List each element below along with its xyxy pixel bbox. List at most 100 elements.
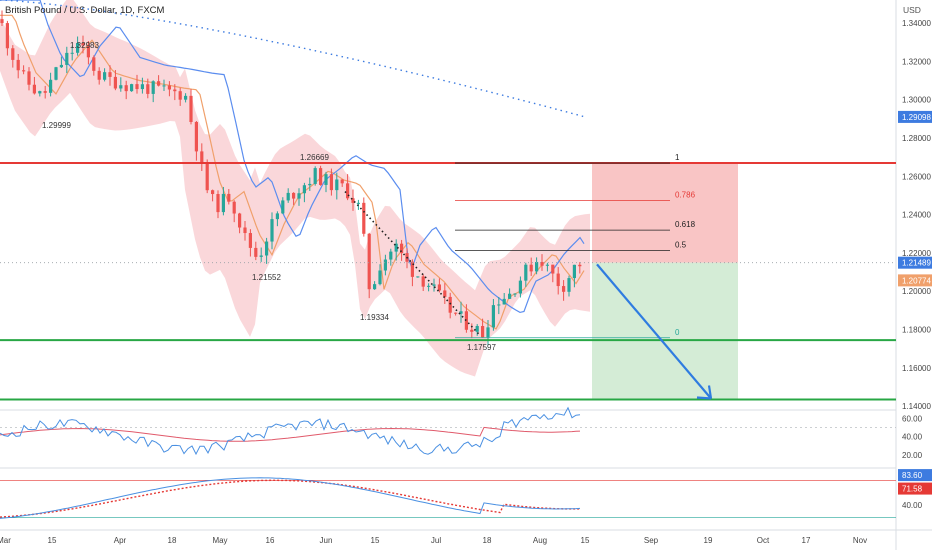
candle[interactable] — [211, 189, 215, 202]
candle[interactable] — [254, 241, 258, 261]
candle[interactable] — [194, 121, 198, 161]
candle[interactable] — [340, 179, 344, 187]
candle[interactable] — [308, 177, 312, 191]
candle[interactable] — [130, 83, 134, 92]
candle[interactable] — [92, 55, 96, 76]
candle[interactable] — [297, 188, 301, 206]
candle[interactable] — [146, 78, 150, 99]
candle[interactable] — [157, 75, 161, 87]
candle[interactable] — [119, 77, 123, 92]
candle[interactable] — [281, 197, 285, 215]
candle[interactable] — [410, 259, 414, 287]
candle[interactable] — [140, 77, 144, 94]
candle[interactable] — [97, 67, 101, 85]
candle[interactable] — [518, 276, 522, 298]
candle[interactable] — [173, 84, 177, 101]
candle[interactable] — [76, 36, 80, 56]
candle[interactable] — [497, 296, 501, 315]
candle[interactable] — [216, 190, 220, 219]
candle[interactable] — [265, 237, 269, 264]
candle[interactable] — [443, 283, 447, 304]
candle[interactable] — [113, 70, 117, 91]
candle[interactable] — [135, 74, 139, 94]
candle[interactable] — [567, 275, 571, 297]
candle[interactable] — [32, 76, 36, 95]
candle[interactable] — [11, 45, 15, 68]
candle[interactable] — [270, 212, 274, 250]
candle[interactable] — [551, 264, 555, 283]
candle[interactable] — [292, 192, 296, 206]
candle[interactable] — [421, 274, 425, 292]
candle[interactable] — [49, 72, 53, 97]
candle[interactable] — [178, 87, 182, 106]
candle[interactable] — [22, 65, 26, 75]
candle[interactable] — [459, 301, 463, 323]
candle[interactable] — [313, 166, 317, 186]
candle[interactable] — [151, 80, 155, 103]
candle[interactable] — [535, 257, 539, 275]
candle[interactable] — [556, 267, 560, 295]
candle[interactable] — [335, 172, 339, 200]
candle[interactable] — [248, 229, 252, 257]
candle[interactable] — [200, 143, 204, 171]
candle[interactable] — [545, 262, 549, 272]
candle[interactable] — [362, 197, 366, 237]
candle[interactable] — [383, 254, 387, 276]
candle[interactable] — [448, 292, 452, 319]
candle[interactable] — [481, 318, 485, 338]
candle[interactable] — [400, 239, 404, 261]
candle[interactable] — [65, 46, 69, 74]
candle[interactable] — [275, 211, 279, 227]
candle[interactable] — [243, 220, 247, 241]
candle[interactable] — [238, 212, 242, 234]
candle[interactable] — [367, 232, 371, 299]
candle[interactable] — [124, 80, 128, 100]
candle[interactable] — [513, 293, 517, 297]
candle[interactable] — [54, 66, 58, 81]
candle[interactable] — [491, 298, 495, 331]
candle[interactable] — [416, 276, 420, 278]
candle[interactable] — [319, 165, 323, 186]
candle[interactable] — [286, 188, 290, 203]
candle[interactable] — [302, 182, 306, 203]
candle[interactable] — [189, 88, 193, 125]
candle[interactable] — [432, 278, 436, 292]
candle[interactable] — [529, 257, 533, 276]
candle[interactable] — [81, 35, 85, 54]
candle[interactable] — [540, 254, 544, 271]
candle[interactable] — [486, 319, 490, 346]
candle[interactable] — [346, 174, 350, 201]
candle[interactable] — [27, 67, 31, 91]
candle[interactable] — [389, 248, 393, 266]
candle[interactable] — [0, 10, 4, 26]
candle[interactable] — [221, 186, 225, 216]
candle[interactable] — [5, 20, 9, 56]
candle[interactable] — [437, 278, 441, 293]
candle[interactable] — [508, 288, 512, 300]
candle[interactable] — [475, 324, 479, 336]
candle[interactable] — [373, 281, 377, 290]
candle[interactable] — [38, 90, 42, 97]
candle[interactable] — [394, 239, 398, 261]
candle[interactable] — [324, 171, 328, 193]
candle[interactable] — [86, 41, 90, 65]
candle[interactable] — [464, 304, 468, 333]
candle[interactable] — [427, 283, 431, 292]
stop-loss-zone[interactable] — [592, 163, 738, 263]
candle[interactable] — [205, 159, 209, 194]
candle[interactable] — [103, 68, 107, 82]
candle[interactable] — [184, 93, 188, 103]
candle[interactable] — [227, 189, 231, 205]
candle[interactable] — [16, 53, 20, 79]
candle[interactable] — [351, 189, 355, 211]
candle[interactable] — [562, 280, 566, 301]
candle[interactable] — [167, 81, 171, 97]
candle[interactable] — [572, 264, 576, 288]
candle[interactable] — [578, 262, 582, 274]
candle[interactable] — [329, 168, 333, 196]
candle[interactable] — [232, 200, 236, 223]
candle[interactable] — [108, 65, 112, 86]
candle[interactable] — [162, 79, 166, 92]
